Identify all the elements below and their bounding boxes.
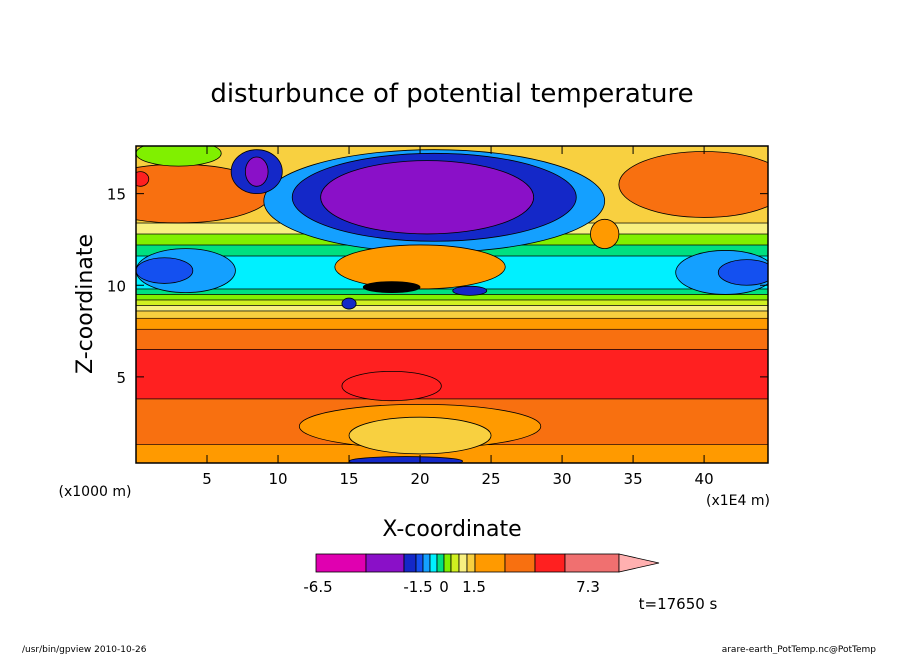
colorbar-swatch xyxy=(365,553,405,573)
x-axis-label: X-coordinate xyxy=(382,517,521,542)
colorbar-swatch xyxy=(315,553,367,573)
colorbar-swatch xyxy=(534,553,566,573)
y-axis: 5 10 15 xyxy=(107,186,768,387)
footer-left: /usr/bin/gpview 2010-10-26 xyxy=(22,645,147,654)
colorbar xyxy=(315,553,660,573)
x-axis: 5 10 15 20 25 30 35 40 xyxy=(202,146,714,488)
field-band xyxy=(136,299,768,306)
colorbar-swatch xyxy=(474,553,506,573)
colorbar-swatch xyxy=(504,553,536,573)
field-cell xyxy=(136,146,222,167)
footer-right: arare-earth_PotTemp.nc@PotTemp xyxy=(722,645,877,654)
field-cell xyxy=(452,285,488,296)
y-tick-label: 10 xyxy=(107,277,126,295)
field-cell xyxy=(136,257,194,284)
colorbar-swatch xyxy=(564,553,620,573)
x-tick-label: 15 xyxy=(339,470,358,488)
field-band xyxy=(136,317,768,330)
field-cell xyxy=(136,171,150,187)
colorbar-swatch xyxy=(429,553,438,573)
field-cell xyxy=(348,416,492,455)
x-unit-label: (x1E4 m) xyxy=(706,493,770,509)
field-cell xyxy=(590,218,620,250)
heatmap-field xyxy=(136,146,768,463)
x-tick-label: 40 xyxy=(695,470,714,488)
field-band xyxy=(136,328,768,350)
field-cell xyxy=(320,160,535,235)
colorbar-label: 0 xyxy=(439,578,449,596)
colorbar-label: 1.5 xyxy=(462,578,486,596)
field-cell xyxy=(341,370,442,402)
x-tick-label: 20 xyxy=(410,470,429,488)
colorbar-swatch xyxy=(450,553,460,573)
field-band xyxy=(136,288,768,295)
field-band xyxy=(136,305,768,312)
colorbar-arrow xyxy=(618,553,660,573)
x-tick-label: 30 xyxy=(553,470,572,488)
field-cell xyxy=(244,156,269,187)
x-tick-label: 25 xyxy=(482,470,501,488)
colorbar-swatch xyxy=(436,553,445,573)
x-tick-label: 35 xyxy=(624,470,643,488)
y-axis-label: Z-coordinate xyxy=(73,234,98,374)
colorbar-label: -6.5 xyxy=(303,578,332,596)
y-unit-label: (x1000 m) xyxy=(59,484,132,500)
field-band xyxy=(136,294,768,301)
colorbar-swatch xyxy=(403,553,417,573)
field-cell xyxy=(334,244,506,290)
x-tick-label: 10 xyxy=(268,470,287,488)
colorbar-swatch xyxy=(443,553,452,573)
plot-frame xyxy=(135,145,769,464)
time-annotation: t=17650 s xyxy=(639,595,718,613)
y-tick-label: 5 xyxy=(116,369,126,387)
field-cell xyxy=(362,281,421,293)
colorbar-swatch xyxy=(422,553,431,573)
field-band xyxy=(136,310,768,319)
colorbar-swatch xyxy=(415,553,424,573)
chart-title: disturbunce of potential temperature xyxy=(210,79,693,109)
field-band xyxy=(136,349,768,400)
y-tick-label: 15 xyxy=(107,186,126,204)
colorbar-label: 7.3 xyxy=(576,578,600,596)
field-cell xyxy=(618,151,768,218)
field-cell xyxy=(348,456,464,463)
colorbar-swatch xyxy=(466,553,476,573)
field-cell xyxy=(717,259,768,286)
colorbar-swatch xyxy=(458,553,468,573)
field-cell xyxy=(341,297,357,310)
colorbar-label: -1.5 xyxy=(403,578,432,596)
x-tick-label: 5 xyxy=(202,470,212,488)
colorbar-labels: -6.5 -1.5 0 1.5 7.3 xyxy=(303,578,600,596)
